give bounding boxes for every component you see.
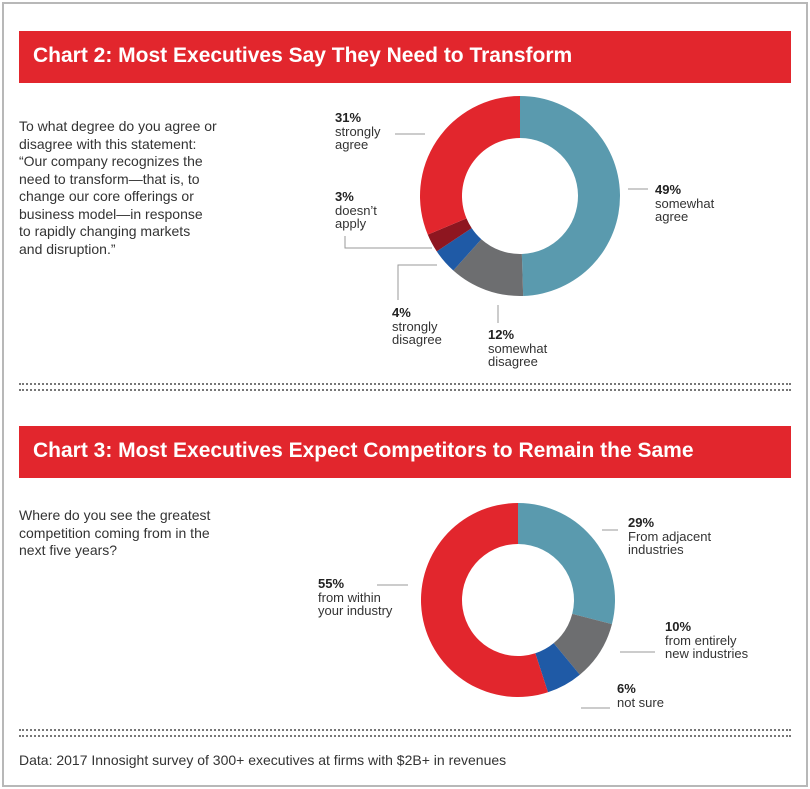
slice-category-label: somewhat xyxy=(488,341,548,356)
slice-percent-label: 10% xyxy=(665,619,691,634)
slice-category-label: disagree xyxy=(392,332,442,347)
slice-category-label: strongly xyxy=(392,319,438,334)
slice-category-label: agree xyxy=(655,209,688,224)
question-line: next five years? xyxy=(19,542,118,558)
dotted-divider xyxy=(19,383,791,391)
donut-slice xyxy=(420,96,520,235)
question-line: need to transform—that is, to xyxy=(19,170,200,187)
source-footnote: Data: 2017 Innosight survey of 300+ exec… xyxy=(19,752,507,768)
question-line: Where do you see the greatest xyxy=(19,507,211,523)
donut-slice xyxy=(436,228,482,271)
slice-category-label: from entirely xyxy=(665,633,737,648)
slice-category-label: strongly xyxy=(335,124,381,139)
question-line: and disruption.” xyxy=(19,240,116,257)
question-line: change our core offerings or xyxy=(19,188,194,204)
donut-slice xyxy=(427,218,472,252)
leader-line xyxy=(397,264,437,300)
slice-percent-label: 31% xyxy=(335,110,361,125)
slice-category-label: apply xyxy=(335,216,367,231)
question-line: business model—in response xyxy=(19,205,203,222)
slice-category-label: From adjacent xyxy=(628,529,711,544)
chart-2-title: Chart 2: Most Executives Say They Need t… xyxy=(19,31,791,83)
slice-category-label: your industry xyxy=(318,603,393,618)
dotted-divider xyxy=(19,729,791,737)
donut-slice xyxy=(520,96,620,296)
donut-slice xyxy=(420,503,548,697)
slice-percent-label: 49% xyxy=(655,182,681,197)
slice-category-label: disagree xyxy=(488,354,538,369)
donut-slice xyxy=(553,613,612,675)
chart-2-question: To what degree do you agree or disagree w… xyxy=(19,118,284,258)
slice-category-label: not sure xyxy=(617,695,664,710)
donut-slice xyxy=(453,239,524,296)
chart-3-title: Chart 3: Most Executives Expect Competit… xyxy=(19,426,791,478)
donut-slice xyxy=(535,643,580,693)
question-line: “Our company recognizes the xyxy=(19,153,203,169)
slice-percent-label: 4% xyxy=(392,305,411,320)
slice-category-label: doesn’t xyxy=(335,203,377,218)
slice-category-label: somewhat xyxy=(655,196,715,211)
slice-category-label: industries xyxy=(628,542,684,557)
question-line: To what degree do you agree or xyxy=(19,118,217,134)
slice-category-label: new industries xyxy=(665,646,749,661)
slice-percent-label: 12% xyxy=(488,327,514,342)
slice-percent-label: 6% xyxy=(617,681,636,696)
question-line: to rapidly changing markets xyxy=(19,223,191,239)
question-line: disagree with this statement: xyxy=(19,135,197,152)
slice-category-label: from within xyxy=(318,590,381,605)
donut-slice xyxy=(518,503,615,625)
slice-percent-label: 3% xyxy=(335,189,354,204)
leader-line xyxy=(344,236,432,249)
question-line: competition coming from in the xyxy=(19,524,210,541)
slice-percent-label: 29% xyxy=(628,515,654,530)
slice-percent-label: 55% xyxy=(318,576,344,591)
chart-3-question: Where do you see the greatest competition… xyxy=(19,507,274,560)
slice-category-label: agree xyxy=(335,137,368,152)
